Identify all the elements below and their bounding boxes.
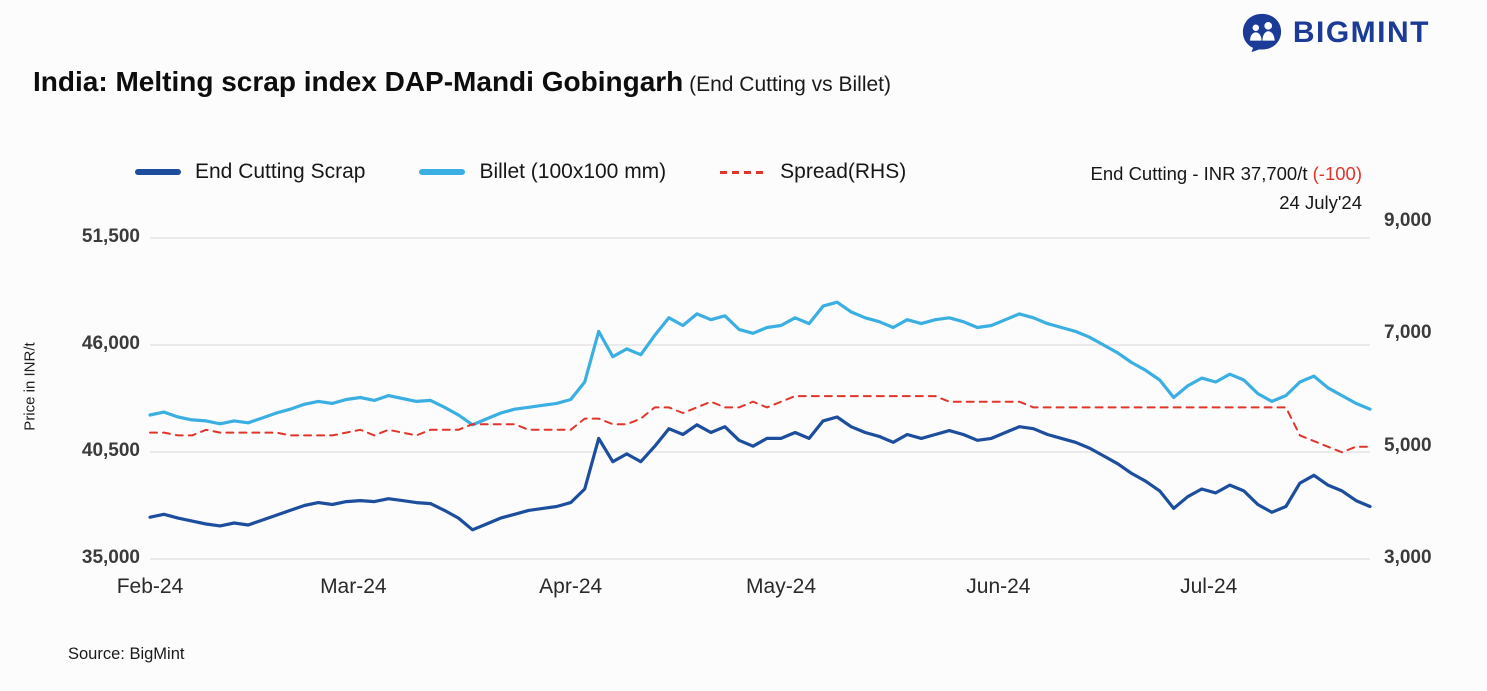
legend-item-billet: Billet (100x100 mm) — [419, 160, 666, 184]
x-axis-tick-label: Jul-24 — [1180, 575, 1238, 598]
legend-label: Billet (100x100 mm) — [479, 160, 667, 183]
latest-price-annotation: End Cutting - INR 37,700/t (-100) 24 Jul… — [1091, 160, 1362, 217]
x-axis-tick-label: Mar-24 — [320, 575, 387, 598]
source-note: Source: BigMint — [68, 645, 185, 663]
left-axis-tick-label: 35,000 — [81, 547, 140, 568]
end-cutting-line-swatch — [135, 169, 181, 175]
latest-price-date: 24 July'24 — [1279, 191, 1362, 213]
bigmint-logo-text: BIGMINT — [1292, 16, 1430, 49]
spread-line-swatch — [720, 170, 767, 174]
latest-price-line: End Cutting - INR 37,700/t (-100) — [1091, 160, 1362, 189]
page-title-main: India: Melting scrap index DAP-Mandi Gob… — [33, 66, 684, 97]
series-line-spread-rhs- — [149, 395, 1371, 454]
page-title-suffix: (End Cutting vs Billet) — [683, 73, 892, 96]
right-axis-tick-label: 7,000 — [1384, 322, 1432, 344]
right-axis-tick-label: 5,000 — [1384, 434, 1432, 456]
legend-label: End Cutting Scrap — [195, 160, 366, 183]
left-axis-tick-label: 51,500 — [81, 226, 140, 247]
legend: End Cutting Scrap Billet (100x100 mm) Sp… — [135, 160, 906, 184]
series-line-end-cutting-scrap — [148, 415, 1372, 532]
right-axis-tick-label: 3,000 — [1384, 547, 1432, 568]
legend-label: Spread(RHS) — [780, 160, 907, 183]
page-title: India: Melting scrap index DAP-Mandi Gob… — [33, 66, 891, 98]
x-axis-tick-label: Jun-24 — [966, 575, 1031, 598]
series-line-billet-100x100-mm- — [148, 300, 1372, 427]
left-axis-tick-label: 46,000 — [81, 333, 140, 354]
latest-price-change: (-100) — [1312, 163, 1362, 184]
x-axis-tick-label: Feb-24 — [116, 575, 184, 598]
bigmint-logo: BIGMINT — [1241, 12, 1430, 54]
legend-item-spread: Spread(RHS) — [720, 160, 906, 184]
x-axis-tick-label: Apr-24 — [539, 575, 603, 598]
legend-item-end-cutting-scrap: End Cutting Scrap — [135, 160, 365, 184]
bigmint-logo-icon — [1242, 13, 1281, 53]
right-axis-tick-label: 9,000 — [1384, 210, 1432, 231]
left-axis-tick-label: 40,500 — [81, 440, 140, 461]
latest-price-text: End Cutting - INR 37,700/t — [1090, 163, 1313, 184]
x-axis-tick-label: May-24 — [746, 575, 817, 598]
billet-line-swatch — [419, 169, 466, 175]
